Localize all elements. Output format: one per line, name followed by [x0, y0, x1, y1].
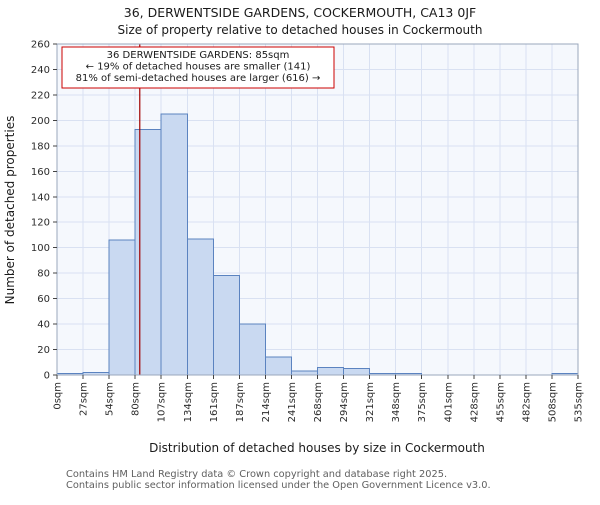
- bar: [160, 113, 188, 376]
- annotation-box: [61, 46, 335, 89]
- x-tick-label: 187sqm: [235, 382, 246, 422]
- y-axis-label: Number of detached properties: [3, 116, 17, 305]
- x-tick-label: 0sqm: [53, 382, 64, 410]
- y-tick-label: 220: [31, 90, 50, 101]
- y-tick-label: 40: [37, 320, 50, 331]
- x-tick-label: 482sqm: [521, 382, 532, 422]
- chart-subtitle: Size of property relative to detached ho…: [118, 23, 483, 37]
- y-tick-label: 260: [31, 40, 50, 51]
- x-tick-label: 294sqm: [339, 382, 350, 422]
- x-tick-label: 80sqm: [131, 382, 142, 416]
- bar: [186, 238, 214, 376]
- annotation-line2: ← 19% of detached houses are smaller (14…: [86, 62, 311, 73]
- y-tick-label: 120: [31, 218, 50, 229]
- x-tick-label: 401sqm: [443, 382, 454, 422]
- x-tick-label: 241sqm: [287, 382, 298, 422]
- x-tick-label: 268sqm: [313, 382, 324, 422]
- footer-attribution-line2: Contains public sector information licen…: [66, 480, 491, 491]
- bar: [134, 128, 162, 376]
- bar: [212, 275, 240, 376]
- x-tick-label: 134sqm: [183, 382, 194, 422]
- y-tick-label: 60: [37, 294, 50, 305]
- x-tick-label: 321sqm: [365, 382, 376, 422]
- y-tick-label: 100: [31, 243, 50, 254]
- y-tick-label: 200: [31, 116, 50, 127]
- y-tick-label: 80: [37, 269, 50, 280]
- x-axis-ticks: 0sqm 27sqm 54sqm 80sqm 107sqm 134sqm 161sqm 187…: [53, 375, 585, 422]
- annotation-line1: 36 DERWENTSIDE GARDENS: 85sqm: [107, 50, 290, 61]
- y-tick-label: 0: [44, 371, 50, 382]
- y-axis-ticks: 0 20 40 60 80 100 120 140 160 180 200 220 240 260: [31, 40, 57, 382]
- x-tick-label: 348sqm: [391, 382, 402, 422]
- x-tick-label: 107sqm: [157, 382, 168, 422]
- y-tick-label: 140: [31, 192, 50, 203]
- bar: [317, 366, 345, 376]
- bar: [264, 356, 292, 376]
- x-tick-label: 375sqm: [417, 382, 428, 422]
- y-tick-label: 240: [31, 65, 50, 76]
- y-tick-label: 20: [37, 345, 50, 356]
- bar: [238, 323, 266, 376]
- x-tick-label: 54sqm: [105, 382, 116, 416]
- annotation-callout: 36 DERWENTSIDE GARDENS: 85sqm ← 19% of d…: [61, 46, 335, 89]
- x-tick-label: 214sqm: [261, 382, 272, 422]
- x-tick-label: 535sqm: [574, 382, 585, 422]
- y-tick-label: 160: [31, 167, 50, 178]
- x-tick-label: 161sqm: [209, 382, 220, 422]
- bar: [290, 370, 319, 376]
- x-tick-label: 27sqm: [79, 382, 90, 416]
- annotation-line3: 81% of semi-detached houses are larger (…: [76, 73, 321, 84]
- bar: [108, 239, 136, 376]
- y-tick-label: 180: [31, 141, 50, 152]
- bar: [343, 368, 371, 376]
- x-tick-label: 508sqm: [547, 382, 558, 422]
- footer-attribution-line1: Contains HM Land Registry data © Crown c…: [66, 469, 447, 480]
- x-tick-label: 455sqm: [495, 382, 506, 422]
- x-axis-label: Distribution of detached houses by size …: [149, 441, 485, 455]
- x-tick-label: 428sqm: [469, 382, 480, 422]
- chart-title: 36, DERWENTSIDE GARDENS, COCKERMOUTH, CA…: [124, 5, 476, 20]
